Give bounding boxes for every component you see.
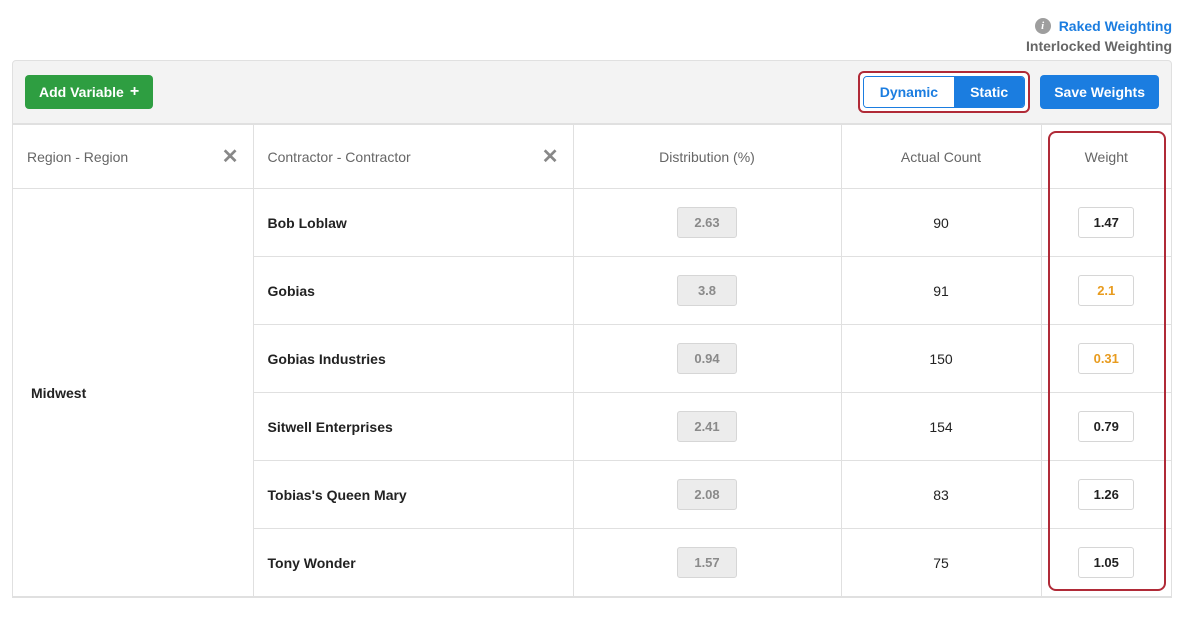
mode-toggle-highlight: Dynamic Static <box>858 71 1030 113</box>
distribution-cell: 2.63 <box>573 189 841 257</box>
distribution-input[interactable]: 2.08 <box>677 479 737 510</box>
weight-input[interactable]: 1.47 <box>1078 207 1134 238</box>
add-variable-label: Add Variable <box>39 84 124 100</box>
distribution-input[interactable]: 3.8 <box>677 275 737 306</box>
actual-count-cell: 150 <box>841 325 1041 393</box>
distribution-cell: 2.08 <box>573 461 841 529</box>
header-actual-count: Actual Count <box>841 125 1041 189</box>
save-weights-button[interactable]: Save Weights <box>1040 75 1159 109</box>
add-variable-button[interactable]: Add Variable + <box>25 75 153 109</box>
actual-count-cell: 90 <box>841 189 1041 257</box>
distribution-cell: 0.94 <box>573 325 841 393</box>
region-cell: Midwest <box>13 189 253 597</box>
actual-count-value: 90 <box>933 215 949 231</box>
header-distribution-label: Distribution (%) <box>659 149 755 165</box>
contractor-cell: Tony Wonder <box>253 529 573 597</box>
weight-cell: 1.05 <box>1041 529 1171 597</box>
weight-cell: 1.47 <box>1041 189 1171 257</box>
weight-cell: 1.26 <box>1041 461 1171 529</box>
distribution-cell: 3.8 <box>573 257 841 325</box>
raked-weighting-link[interactable]: Raked Weighting <box>1059 18 1172 34</box>
plus-icon: + <box>130 84 139 100</box>
remove-contractor-icon[interactable]: ✕ <box>542 147 559 167</box>
contractor-cell: Tobias's Queen Mary <box>253 461 573 529</box>
header-contractor: Contractor - Contractor ✕ <box>253 125 573 189</box>
weight-cell: 0.31 <box>1041 325 1171 393</box>
toolbar: Add Variable + Dynamic Static Save Weigh… <box>12 60 1172 124</box>
actual-count-value: 83 <box>933 487 949 503</box>
actual-count-value: 75 <box>933 555 949 571</box>
weight-input[interactable]: 1.05 <box>1078 547 1134 578</box>
mode-toggle: Dynamic Static <box>863 76 1025 108</box>
distribution-input[interactable]: 1.57 <box>677 547 737 578</box>
contractor-cell: Bob Loblaw <box>253 189 573 257</box>
weight-input[interactable]: 1.26 <box>1078 479 1134 510</box>
weights-table: Region - Region ✕ Contractor - Contracto… <box>13 124 1171 597</box>
weight-input[interactable]: 0.79 <box>1078 411 1134 442</box>
table-row: MidwestBob Loblaw2.63901.47 <box>13 189 1171 257</box>
header-contractor-label: Contractor - Contractor <box>268 149 411 165</box>
actual-count-cell: 154 <box>841 393 1041 461</box>
distribution-cell: 1.57 <box>573 529 841 597</box>
header-region: Region - Region ✕ <box>13 125 253 189</box>
info-icon[interactable]: i <box>1035 18 1051 34</box>
header-actual-count-label: Actual Count <box>901 149 981 165</box>
actual-count-cell: 91 <box>841 257 1041 325</box>
distribution-input[interactable]: 2.41 <box>677 411 737 442</box>
static-toggle-button[interactable]: Static <box>954 77 1024 107</box>
header-weight-label: Weight <box>1085 149 1128 165</box>
actual-count-value: 150 <box>929 351 952 367</box>
header-region-label: Region - Region <box>27 149 128 165</box>
weights-table-wrap: Region - Region ✕ Contractor - Contracto… <box>12 124 1172 598</box>
contractor-cell: Gobias Industries <box>253 325 573 393</box>
weight-input[interactable]: 2.1 <box>1078 275 1134 306</box>
weight-input[interactable]: 0.31 <box>1078 343 1134 374</box>
header-distribution: Distribution (%) <box>573 125 841 189</box>
distribution-input[interactable]: 2.63 <box>677 207 737 238</box>
dynamic-toggle-button[interactable]: Dynamic <box>864 77 954 107</box>
weight-cell: 0.79 <box>1041 393 1171 461</box>
actual-count-cell: 83 <box>841 461 1041 529</box>
actual-count-cell: 75 <box>841 529 1041 597</box>
interlocked-weighting-link[interactable]: Interlocked Weighting <box>1026 38 1172 54</box>
remove-region-icon[interactable]: ✕ <box>222 147 239 167</box>
contractor-cell: Gobias <box>253 257 573 325</box>
actual-count-value: 154 <box>929 419 952 435</box>
contractor-cell: Sitwell Enterprises <box>253 393 573 461</box>
header-weight: Weight <box>1041 125 1171 189</box>
distribution-input[interactable]: 0.94 <box>677 343 737 374</box>
distribution-cell: 2.41 <box>573 393 841 461</box>
weight-cell: 2.1 <box>1041 257 1171 325</box>
actual-count-value: 91 <box>933 283 949 299</box>
